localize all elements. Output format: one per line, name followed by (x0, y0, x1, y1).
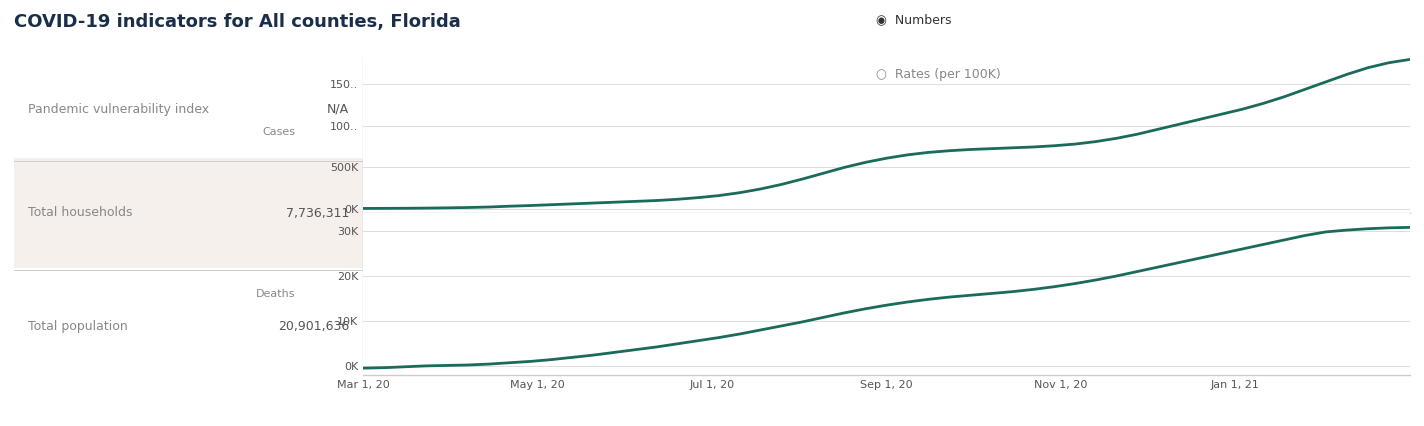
Text: Total households: Total households (28, 207, 132, 219)
Text: Deaths: Deaths (255, 289, 295, 299)
Text: Pandemic vulnerability index: Pandemic vulnerability index (28, 103, 209, 116)
Text: Cases: Cases (262, 127, 295, 137)
Text: ○  Rates (per 100K): ○ Rates (per 100K) (876, 68, 1001, 81)
Text: COVID-19 indicators for All counties, Florida: COVID-19 indicators for All counties, Fl… (14, 13, 461, 31)
Text: N/A: N/A (328, 103, 349, 116)
Text: Total population: Total population (28, 320, 128, 333)
Text: 20,901,636: 20,901,636 (278, 320, 349, 333)
Text: 7,736,311: 7,736,311 (286, 207, 349, 219)
Text: ◉  Numbers: ◉ Numbers (876, 13, 951, 26)
Bar (14, 158, 363, 268)
